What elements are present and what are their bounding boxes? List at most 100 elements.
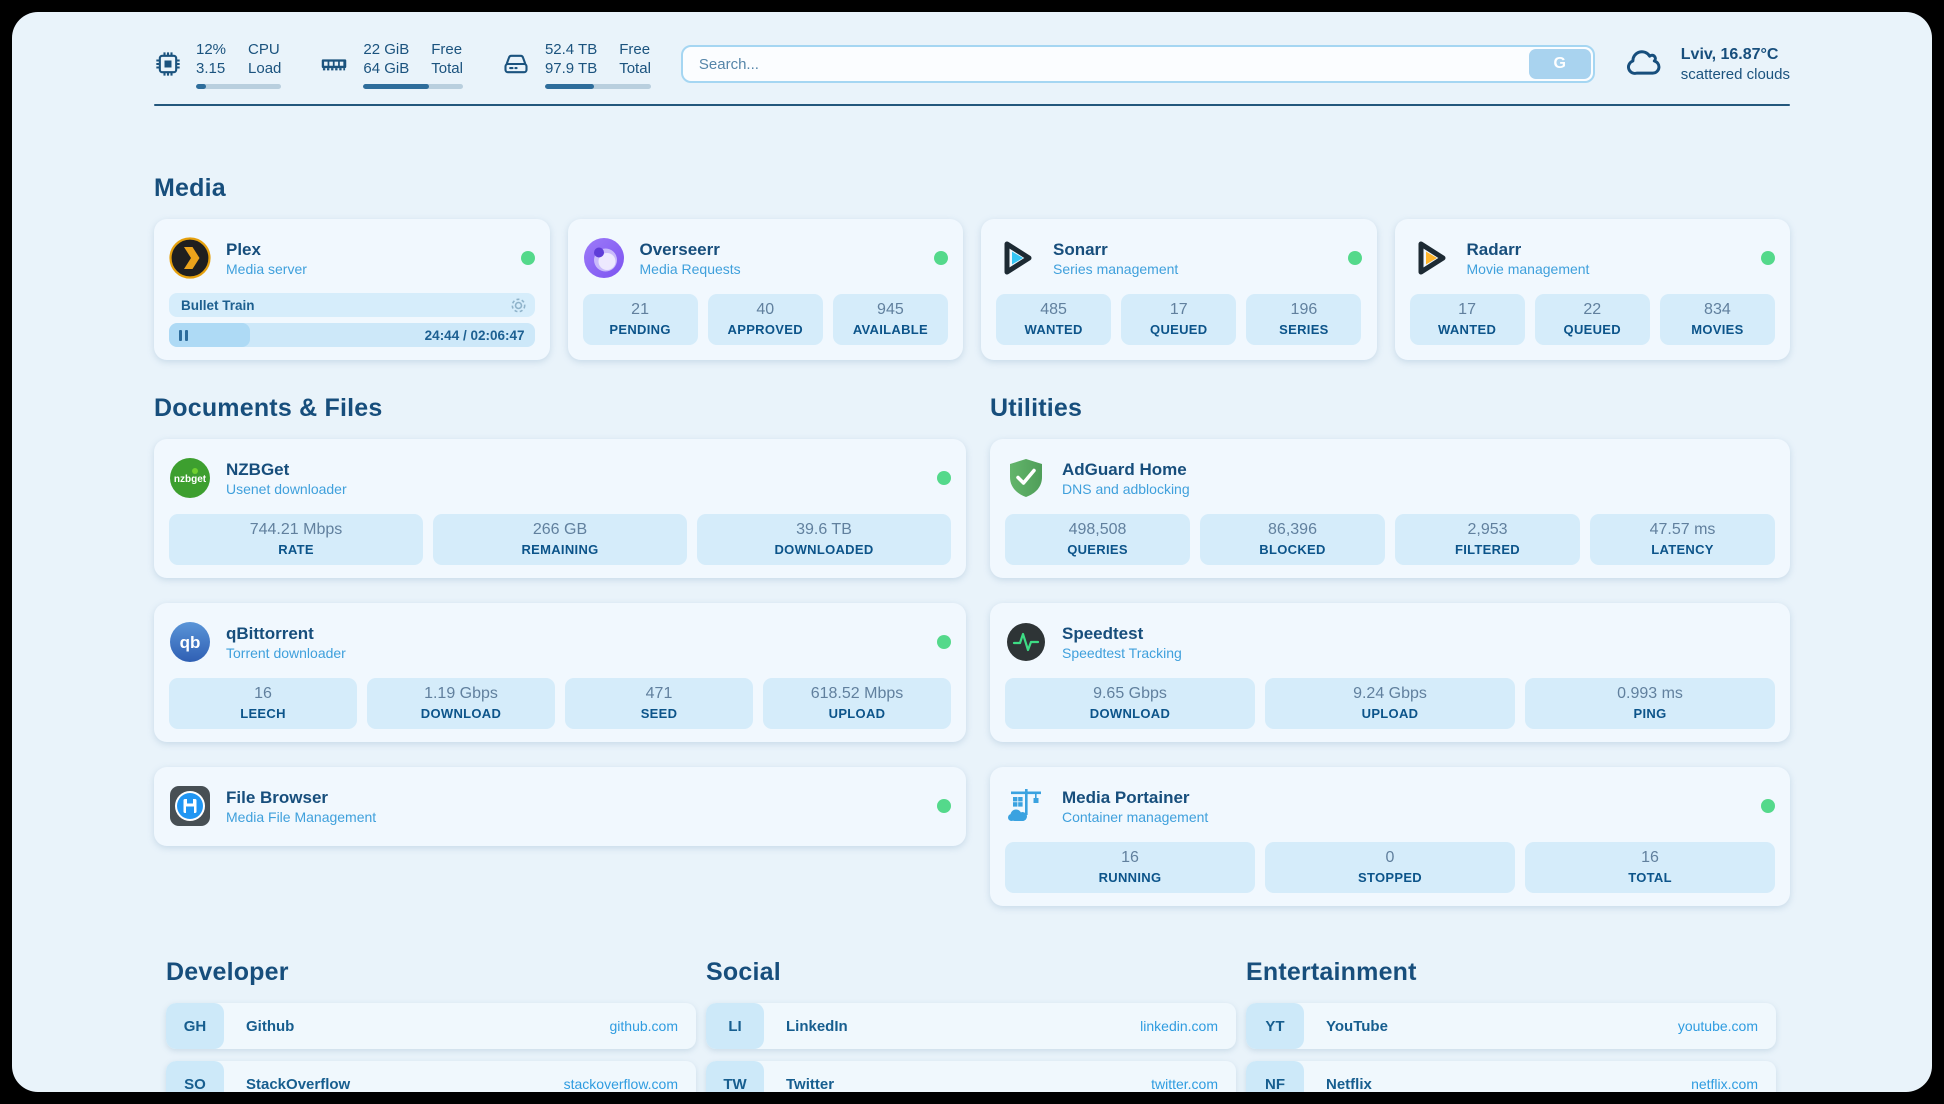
overseerr-stats: 21 PENDING 40 APPROVED 945 AVAILABLE [582,294,949,345]
stat-value: 17 [1169,301,1188,318]
plex-meta: Plex Media server [226,239,307,278]
stat-value: 47.57 ms [1649,521,1716,538]
stat-box: 21 PENDING [582,294,698,345]
adguard-card[interactable]: AdGuard Home DNS and adblocking 498,508 QUE… [990,439,1790,578]
app-subtitle: Media server [226,260,307,277]
weather-location-temp: Lviv, 16.87°C [1680,46,1779,63]
stat-label: SEED [640,706,678,721]
cpu-load-label: Load [248,59,282,77]
link-name: Github [246,1017,295,1035]
stat-label: RATE [278,542,314,557]
stat-label: PENDING [609,322,671,337]
links-column-1: Social LI LinkedIn linkedin.com TW Twitter twi… [706,958,1236,1092]
app-title: AdGuard Home [1062,459,1187,479]
radarr-card[interactable]: Radarr Movie management 17 WANTED 22 QUEUED 83… [1394,219,1790,360]
stat-box: 9.24 Gbps UPLOAD [1265,678,1515,729]
stat-label: REMAINING [521,542,599,557]
stat-label: SERIES [1279,322,1329,337]
settings-gear-icon[interactable] [510,297,527,314]
app-title: Overseerr [639,239,720,259]
stat-value: 21 [631,301,649,318]
link-row-netflix[interactable]: NF Netflix netflix.com [1246,1061,1776,1092]
section-title: Entertainment [1246,958,1417,986]
link-stack: LI LinkedIn linkedin.com TW Twitter twitter.c… [706,1003,1236,1092]
portainer-stats: 16 RUNNING 0 STOPPED 16 TOTAL [1005,842,1775,893]
column-1: Utilities AdGuard Home DNS and adblocking 4… [990,394,1790,906]
plex-card[interactable]: Plex Media server Bullet Train 24:44 / 02:0… [154,219,550,360]
disk-free-label: Free [619,40,651,58]
app-title: Speedtest [1062,623,1144,643]
stat-box: 9.65 Gbps DOWNLOAD [1005,678,1255,729]
playback-progress-bar[interactable]: 24:44 / 02:06:47 [169,323,535,347]
stat-value: 834 [1704,301,1731,318]
section-media: Media Plex Media server Bullet Train 24:44 /… [154,174,1790,360]
search-engine-button[interactable]: G [1528,49,1591,79]
link-row-linkedin[interactable]: LI LinkedIn linkedin.com [706,1003,1236,1049]
radarr-header: Radarr Movie management [1410,231,1775,285]
link-row-twitter[interactable]: TW Twitter twitter.com [706,1061,1236,1092]
stat-value: 485 [1040,301,1067,318]
weather-widget: Lviv, 16.87°C scattered clouds [1625,44,1790,85]
link-row-stackoverflow[interactable]: SO StackOverflow stackoverflow.com [166,1061,696,1092]
qbittorrent-card[interactable]: qb qBittorrent Torrent downloader 16 LEECH 1.… [154,603,966,742]
stat-label: APPROVED [727,322,803,337]
stat-box: 16 TOTAL [1525,842,1775,893]
speedtest-header: Speedtest Speedtest Tracking [1005,615,1775,669]
overseerr-header: Overseerr Media Requests [583,231,948,285]
link-name: Netflix [1326,1075,1372,1093]
stat-label: QUEUED [1150,322,1208,337]
svg-text:nzbget: nzbget [174,474,207,485]
portainer-meta: Media Portainer Container management [1062,787,1208,826]
cpu-usage-bar [196,83,282,89]
link-row-youtube[interactable]: YT YouTube youtube.com [1246,1003,1776,1049]
stat-label: TOTAL [1628,870,1672,885]
stat-box: 618.52 Mbps UPLOAD [763,678,951,729]
radarr-meta: Radarr Movie management [1467,239,1590,278]
filebrowser-header: File Browser Media File Management [169,779,951,833]
now-playing-row: Bullet Train [169,293,535,317]
link-name: Twitter [786,1075,835,1093]
disk-total-label: Total [619,59,651,77]
stat-value: 471 [645,685,673,702]
link-badge: SO [166,1061,224,1092]
stat-label: FILTERED [1455,542,1520,557]
ram-free-value: 22 GiB [363,40,410,58]
stat-label: LATENCY [1651,542,1714,557]
adguard-stats: 498,508 QUERIES 86,396 BLOCKED 2,953 FILTERED… [1005,514,1775,565]
disk-usage-bar [544,83,651,89]
link-badge: TW [706,1061,764,1092]
stat-box: 945 AVAILABLE [832,294,948,345]
filebrowser-card[interactable]: File Browser Media File Management [154,767,966,846]
ram-total-value: 64 GiB [363,59,410,77]
search-input[interactable] [680,45,1595,83]
ram-stat: 22 GiB 64 GiB Free Total [319,40,463,89]
overseerr-card[interactable]: Overseerr Media Requests 21 PENDING 40 APPROV… [567,219,963,360]
ram-free-label: Free [431,40,463,58]
status-online-dot [520,251,535,265]
stat-value: 16 [1641,849,1659,866]
nzbget-card[interactable]: nzbget NZBGet Usenet downloader 744.21 Mbps… [154,439,966,578]
stat-value: 744.21 Mbps [249,521,343,538]
portainer-card[interactable]: Media Portainer Container management 16 RUN… [990,767,1790,906]
stat-box: 2,953 FILTERED [1395,514,1580,565]
nzbget-header: nzbget NZBGet Usenet downloader [169,451,951,505]
speedtest-stats: 9.65 Gbps DOWNLOAD 9.24 Gbps UPLOAD 0.993 ms… [1005,678,1775,729]
disk-free-value: 52.4 TB [544,40,598,58]
stat-label: DOWNLOAD [420,706,502,721]
adguard-header: AdGuard Home DNS and adblocking [1005,451,1775,505]
link-row-github[interactable]: GH Github github.com [166,1003,696,1049]
radarr-stats: 17 WANTED 22 QUEUED 834 MOVIES [1409,294,1776,345]
stat-box: 834 MOVIES [1659,294,1775,345]
adguard-meta: AdGuard Home DNS and adblocking [1062,459,1190,498]
stat-label: RUNNING [1098,870,1162,885]
dashboard-frame: 12% 3.15 CPU Load [12,12,1932,1092]
top-bar: 12% 3.15 CPU Load [154,12,1790,90]
card-stack: AdGuard Home DNS and adblocking 498,508 QUE… [990,439,1790,906]
stat-value: 9.65 Gbps [1093,685,1167,702]
link-url: stackoverflow.com [563,1076,678,1092]
nzbget-icon: nzbget [169,457,211,499]
stat-value: 22 [1583,301,1602,318]
search-bar: G [680,45,1595,83]
sonarr-card[interactable]: Sonarr Series management 485 WANTED 17 QUEUED… [981,219,1377,360]
speedtest-card[interactable]: Speedtest Speedtest Tracking 9.65 Gbps DOWN… [990,603,1790,742]
